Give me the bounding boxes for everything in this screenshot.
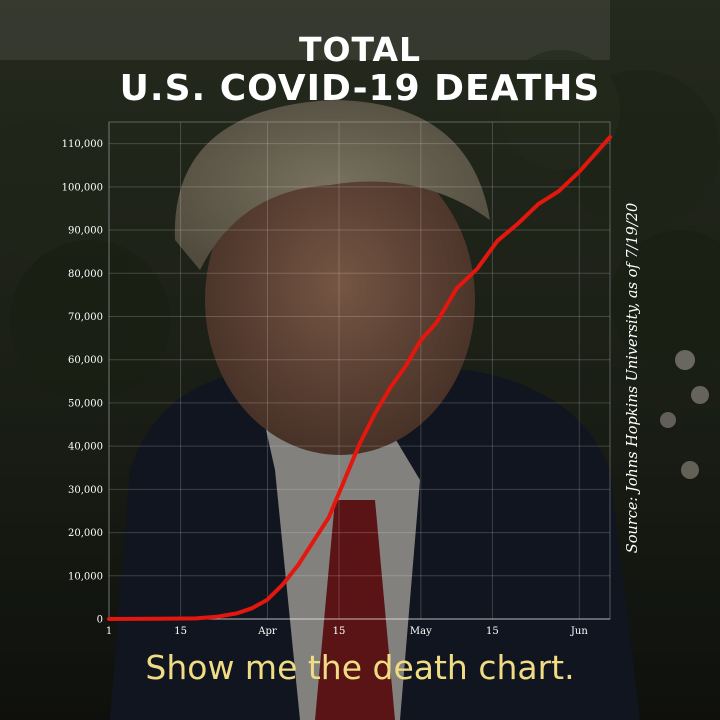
y-tick-label: 90,000 bbox=[68, 226, 103, 237]
x-axis-ticks: 1 15 Apr 15 May 15 Jun bbox=[106, 626, 589, 637]
y-tick-label: 70,000 bbox=[68, 312, 103, 323]
y-tick-label: 60,000 bbox=[68, 355, 103, 366]
y-tick-label: 100,000 bbox=[62, 182, 103, 193]
y-tick-label: 0 bbox=[97, 615, 103, 626]
x-tick-label: 15 bbox=[333, 626, 346, 637]
source-note: Source: Johns Hopkins University, as of … bbox=[625, 202, 641, 554]
y-tick-label: 30,000 bbox=[68, 485, 103, 496]
y-tick-label: 110,000 bbox=[62, 139, 103, 150]
y-tick-label: 80,000 bbox=[68, 269, 103, 280]
x-tick-label: Jun bbox=[570, 626, 588, 637]
face bbox=[205, 145, 475, 455]
x-tick-label: Apr bbox=[257, 626, 277, 637]
building-wall bbox=[0, 0, 610, 60]
y-tick-label: 50,000 bbox=[68, 398, 103, 409]
hair bbox=[174, 100, 490, 270]
flowers bbox=[660, 350, 709, 479]
y-tick-label: 10,000 bbox=[68, 571, 103, 582]
hedge-foliage bbox=[0, 50, 720, 400]
necktie bbox=[315, 500, 395, 720]
plot-frame bbox=[108, 121, 611, 620]
y-tick-label: 40,000 bbox=[68, 442, 103, 453]
x-tick-label: May bbox=[410, 626, 432, 637]
y-tick-label: 20,000 bbox=[68, 528, 103, 539]
chart-title-line2: U.S. COVID-19 DEATHS bbox=[119, 68, 601, 109]
chart-series bbox=[107, 135, 612, 621]
deaths-series-line bbox=[107, 135, 612, 621]
gridlines bbox=[108, 122, 610, 620]
chart-title-line1: TOTAL bbox=[298, 30, 422, 69]
x-tick-label: 1 bbox=[106, 626, 112, 637]
y-axis-ticks: 0 10,000 20,000 30,000 40,000 50,000 60,000 70,… bbox=[62, 139, 103, 625]
x-tick-label: 15 bbox=[486, 626, 499, 637]
subtitle-caption: Show me the death chart. bbox=[145, 648, 575, 687]
chart-axes bbox=[108, 121, 611, 620]
x-tick-label: 15 bbox=[174, 626, 187, 637]
